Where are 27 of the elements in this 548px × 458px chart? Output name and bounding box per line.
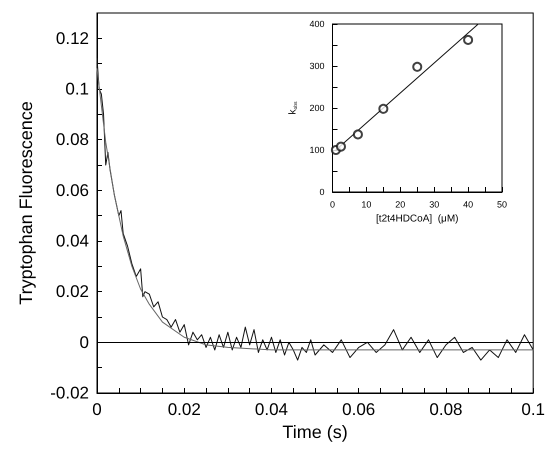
x-tick-label: 10 <box>361 200 372 210</box>
x-tick-label: 20 <box>395 200 406 210</box>
x-axis-title: Time (s) <box>282 422 348 442</box>
y-tick-label: 300 <box>309 61 324 71</box>
x-tick-label: 50 <box>496 200 508 210</box>
y-tick-label: -0.02 <box>50 384 89 402</box>
x-tick-label: 30 <box>429 200 440 210</box>
y-tick-label: 0 <box>80 332 89 352</box>
x-tick-label: 0 <box>330 200 336 210</box>
y-tick-label: 0.02 <box>56 282 89 302</box>
x-tick-label: 0.06 <box>342 400 376 419</box>
x-tick-label: 0.1 <box>521 400 546 419</box>
y-tick-label: 0 <box>319 187 324 197</box>
x-tick-label: 40 <box>463 200 474 210</box>
x-tick-label: 0.02 <box>168 400 201 419</box>
y-axis-title: Tryptophan Fluorescence <box>16 101 36 305</box>
x-axis-title: [t2t4HDCoA] (μM) <box>376 213 458 224</box>
y-tick-label: 0.08 <box>56 130 89 150</box>
y-tick-label: 0.12 <box>56 28 89 48</box>
y-tick-label: 0.1 <box>65 80 89 98</box>
y-tick-label: 400 <box>309 19 324 29</box>
x-tick-label: 0.04 <box>254 400 288 419</box>
y-tick-label: 200 <box>309 103 324 113</box>
y-tick-label: 100 <box>309 145 324 155</box>
y-tick-label: 0.04 <box>56 232 89 250</box>
x-tick-label: 0.08 <box>429 400 462 419</box>
x-tick-label: 0 <box>92 400 102 419</box>
